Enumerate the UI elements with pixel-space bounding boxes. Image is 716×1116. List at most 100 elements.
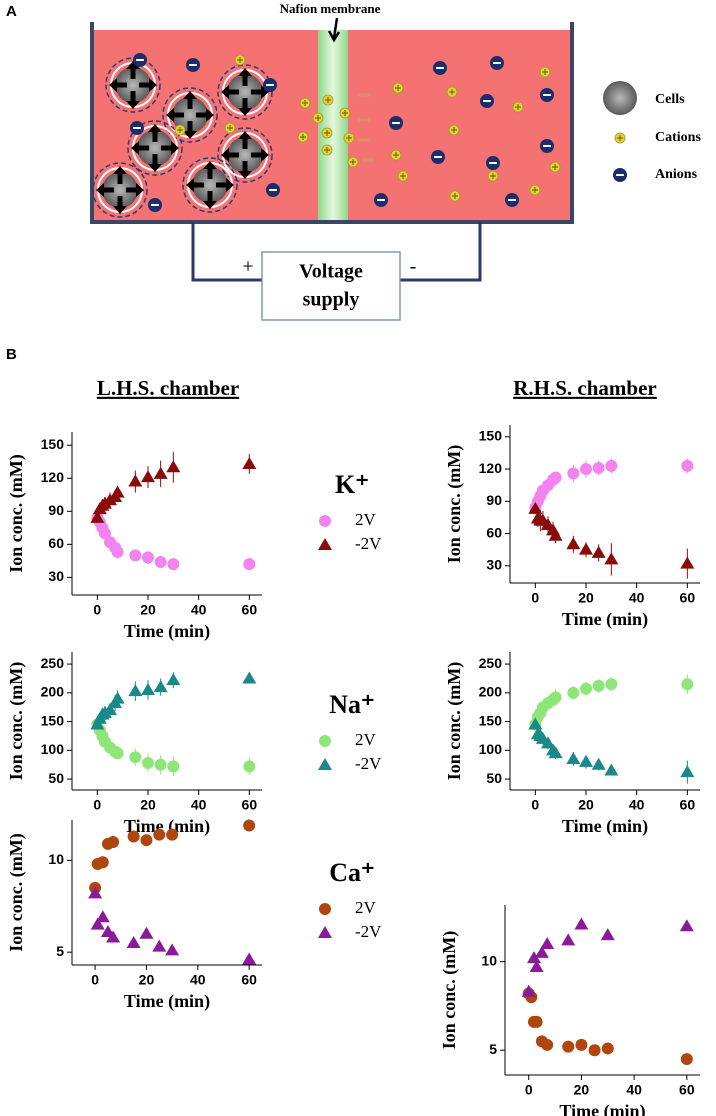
data-point xyxy=(128,474,143,487)
cation-sign xyxy=(300,134,306,140)
cell xyxy=(115,67,151,103)
y-tick-label: 150 xyxy=(41,712,65,728)
legend-label: Anions xyxy=(655,167,698,182)
cell-arrow xyxy=(221,85,229,99)
cell-arrow xyxy=(126,101,140,109)
data-point xyxy=(167,558,180,571)
data-point xyxy=(534,945,549,958)
x-axis-label: Time (min) xyxy=(562,609,648,630)
y-tick-label: 150 xyxy=(41,436,65,452)
legend-label: -2V xyxy=(355,754,382,773)
y-tick-label: 120 xyxy=(479,460,503,476)
data-point xyxy=(579,542,593,555)
data-point xyxy=(90,510,105,523)
x-tick-label: 60 xyxy=(679,1082,695,1098)
data-point xyxy=(139,926,154,939)
panel-label: A xyxy=(6,3,17,20)
x-axis-label: Time (min) xyxy=(559,1101,645,1116)
x-tick-label: 60 xyxy=(680,797,696,813)
cell-arrow xyxy=(109,78,117,92)
y-tick-label: 100 xyxy=(479,741,503,757)
legend-marker xyxy=(318,926,332,938)
data-point xyxy=(574,917,589,930)
x-tick-label: 40 xyxy=(191,602,207,618)
supply-label: supply xyxy=(303,289,360,311)
data-point xyxy=(679,919,694,932)
tank xyxy=(90,22,574,224)
data-point xyxy=(548,528,563,541)
cell xyxy=(102,172,138,208)
data-point xyxy=(142,551,154,564)
data-point xyxy=(110,691,125,704)
y-tick-label: 250 xyxy=(479,655,503,671)
data-point xyxy=(129,549,142,562)
x-tick-label: 40 xyxy=(629,797,645,813)
cell-arrow xyxy=(183,131,197,139)
cell-arrow xyxy=(148,164,162,172)
data-point xyxy=(528,717,543,730)
data-point xyxy=(96,856,109,869)
legend-marker xyxy=(319,735,331,747)
x-tick-label: 0 xyxy=(525,1082,533,1098)
data-point xyxy=(153,828,166,841)
data-point xyxy=(591,545,606,558)
data-point xyxy=(165,943,180,956)
y-tick-label: 5 xyxy=(56,943,64,959)
data-point xyxy=(167,760,180,773)
x-tick-label: 20 xyxy=(578,797,594,813)
cation-sign xyxy=(346,135,352,141)
data-point xyxy=(111,747,124,760)
x-tick-label: 60 xyxy=(241,972,257,988)
cation-sign xyxy=(515,104,521,110)
cell-arrow xyxy=(226,178,234,192)
data-point xyxy=(142,756,154,769)
data-point xyxy=(580,682,592,695)
data-point xyxy=(243,760,256,773)
data-point xyxy=(588,1044,601,1057)
cell-arrow xyxy=(96,183,104,197)
data-point xyxy=(152,939,167,952)
x-axis-label: Time (min) xyxy=(124,621,210,642)
legend-marker xyxy=(318,538,332,550)
x-tick-label: 20 xyxy=(578,590,594,606)
data-point xyxy=(88,886,103,899)
data-point xyxy=(521,984,536,997)
cell xyxy=(172,97,208,133)
data-point xyxy=(591,757,606,770)
cation-sign xyxy=(617,135,623,141)
x-tick-label: 0 xyxy=(93,797,101,813)
data-point xyxy=(166,828,179,841)
data-point xyxy=(242,952,257,965)
y-tick-label: 60 xyxy=(486,524,502,540)
y-tick-label: 150 xyxy=(479,712,503,728)
cation-sign xyxy=(227,125,233,131)
cell-arrow xyxy=(221,148,229,162)
data-point xyxy=(604,763,619,776)
y-tick-label: 5 xyxy=(489,1041,497,1057)
y-axis-label: Ion conc. (mM) xyxy=(6,833,27,951)
cation-sign xyxy=(552,164,558,170)
x-axis-label: Time (min) xyxy=(562,816,648,837)
cell-ring xyxy=(92,162,148,218)
wire xyxy=(400,222,482,282)
data-point xyxy=(127,830,140,843)
data-point xyxy=(140,834,153,847)
legend-title: Na⁺ xyxy=(329,690,375,719)
y-tick-label: 90 xyxy=(48,502,64,518)
data-point xyxy=(166,673,181,686)
y-tick-label: 150 xyxy=(479,428,503,444)
data-point xyxy=(128,684,143,697)
cation-sign xyxy=(177,127,183,133)
cation-sign xyxy=(532,187,538,193)
data-point xyxy=(601,1042,614,1055)
x-tick-label: 40 xyxy=(190,972,206,988)
data-point xyxy=(680,765,695,778)
x-tick-label: 0 xyxy=(531,590,539,606)
cell-arrow xyxy=(113,166,127,174)
y-tick-label: 30 xyxy=(48,568,64,584)
cell-arrow xyxy=(261,148,269,162)
cation-sign xyxy=(490,173,496,179)
legend-label: 2V xyxy=(355,730,377,749)
data-point xyxy=(567,467,580,480)
legend-marker xyxy=(319,903,331,915)
